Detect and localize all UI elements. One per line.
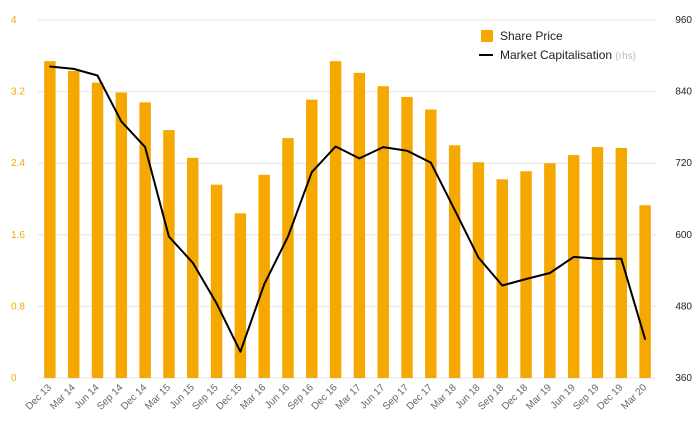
market-cap-point <box>382 146 385 148</box>
x-tick-label: Dec 15 <box>214 382 244 412</box>
left-tick-label: 0 <box>11 373 17 384</box>
market-cap-point <box>287 235 289 238</box>
right-tick-label: 960 <box>675 15 692 26</box>
x-tick-label: Mar 18 <box>429 382 459 412</box>
market-cap-point <box>191 262 194 264</box>
market-cap-point <box>72 68 75 70</box>
share-price-bar <box>401 96 413 378</box>
share-price-bar <box>496 179 508 378</box>
left-axis: 0 0.8 1.6 2.4 3.2 4 <box>11 15 25 384</box>
gridlines <box>38 19 657 379</box>
market-cap-polyline <box>49 65 647 353</box>
share-price-bar <box>210 184 223 378</box>
market-cap-point <box>620 257 623 260</box>
share-price-bar <box>91 82 104 379</box>
share-price-bar <box>44 61 56 379</box>
market-cap-point <box>239 350 242 353</box>
right-tick-label: 480 <box>675 301 692 312</box>
share-price-bar <box>234 213 247 378</box>
market-cap-point <box>501 284 504 287</box>
market-cap-point <box>310 171 313 173</box>
share-price-bar <box>139 102 151 378</box>
market-cap-point <box>477 256 480 259</box>
left-tick-label: 2.4 <box>11 158 25 169</box>
x-tick-label: Dec 18 <box>500 382 530 412</box>
x-tick-label: Mar 17 <box>334 382 364 412</box>
right-axis: 360 480 600 720 840 960 <box>675 15 692 384</box>
x-tick-label: Dec 14 <box>119 382 149 412</box>
legend-label-share-price: Share Price <box>500 29 563 43</box>
market-cap-point <box>406 149 408 152</box>
share-price-bar <box>329 61 342 379</box>
x-tick-label: Mar 20 <box>619 382 649 412</box>
x-tick-label: Dec 19 <box>595 382 625 412</box>
share-price-bar <box>591 147 604 378</box>
right-tick-label: 720 <box>675 158 692 169</box>
share-price-bars <box>44 61 651 379</box>
market-cap-point <box>358 157 361 160</box>
market-cap-point <box>168 235 170 238</box>
market-cap-point <box>572 256 575 258</box>
svg-text:Market Capitalisation (rhs): Market Capitalisation (rhs) <box>500 48 636 62</box>
market-cap-point <box>215 302 218 305</box>
share-price-bar <box>377 86 389 378</box>
right-tick-label: 600 <box>675 230 692 241</box>
share-price-bar <box>353 72 366 379</box>
share-price-bar <box>544 163 556 378</box>
market-cap-point <box>120 120 123 123</box>
market-cap-point <box>334 145 337 148</box>
legend-note-rhs: (rhs) <box>615 51 636 62</box>
x-tick-label: Mar 15 <box>143 382 173 412</box>
legend-swatch-share-price <box>481 30 493 42</box>
share-price-bar <box>567 155 580 378</box>
market-cap-point <box>144 146 146 148</box>
left-tick-label: 1.6 <box>11 230 25 241</box>
share-price-bar <box>282 138 294 378</box>
legend: Share Price Market Capitalisation (rhs) <box>479 29 636 62</box>
share-price-bar <box>615 147 628 378</box>
market-cap-point <box>644 338 646 341</box>
x-tick-label: Dec 16 <box>310 382 340 412</box>
x-tick-label: Mar 16 <box>239 382 269 412</box>
left-tick-label: 4 <box>11 15 17 26</box>
market-cap-point <box>549 272 551 274</box>
x-tick-label: Dec 17 <box>405 382 435 412</box>
market-cap-point <box>263 283 265 286</box>
left-tick-label: 0.8 <box>11 301 25 312</box>
x-tick-label: Mar 14 <box>48 382 78 412</box>
share-price-bar <box>163 130 175 378</box>
x-tick-label: Dec 13 <box>24 382 54 412</box>
left-tick-label: 3.2 <box>11 87 25 98</box>
market-cap-point <box>596 257 599 260</box>
market-cap-point <box>430 161 432 164</box>
share-price-bar <box>472 162 485 378</box>
share-price-bar <box>425 109 437 378</box>
right-tick-label: 840 <box>675 87 692 98</box>
market-cap-line <box>49 65 647 353</box>
share-price-bar <box>258 174 270 378</box>
market-cap-point <box>96 74 99 77</box>
share-price-bar <box>67 71 80 378</box>
right-tick-label: 360 <box>675 373 692 384</box>
legend-label-market-cap: Market Capitalisation <box>500 48 612 62</box>
share-price-bar <box>448 145 461 378</box>
share-price-bar <box>306 99 318 378</box>
market-cap-point <box>49 65 51 68</box>
share-price-bar <box>115 92 128 379</box>
share-price-bar <box>520 171 532 378</box>
market-cap-point <box>453 208 456 211</box>
share-price-bar <box>187 157 199 378</box>
share-price-bar <box>639 205 651 378</box>
market-cap-point <box>525 278 527 280</box>
x-tick-label: Mar 19 <box>524 382 554 412</box>
